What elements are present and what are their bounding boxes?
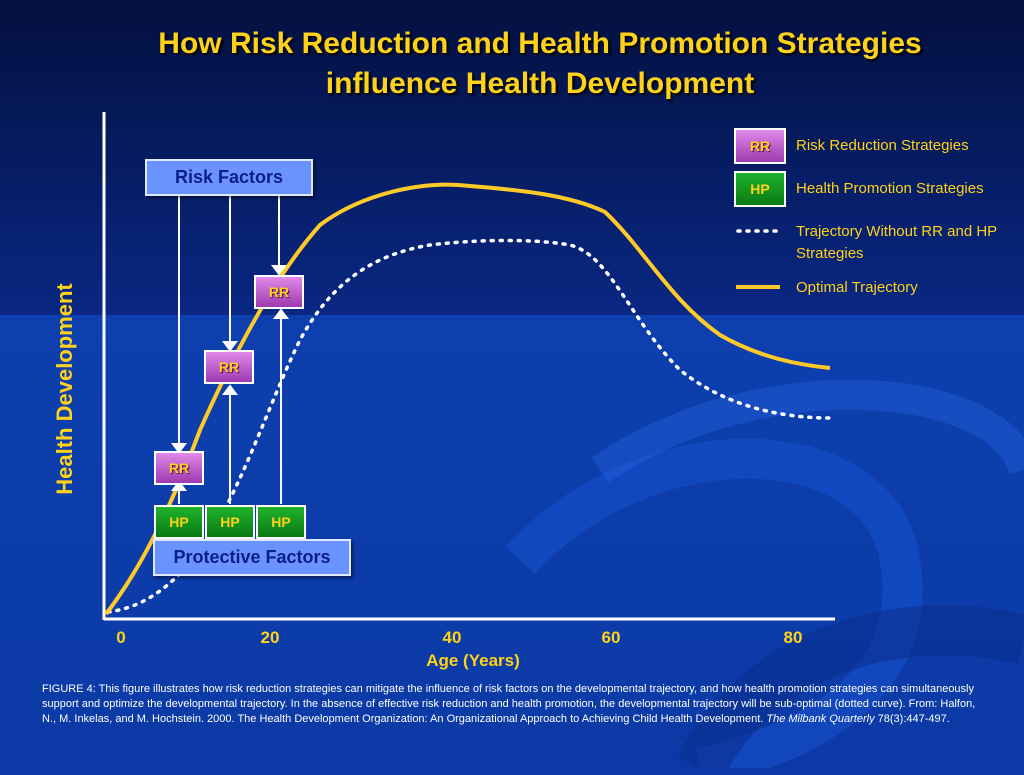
dotted-trajectory-curve xyxy=(106,238,832,614)
hp-box-1: HP xyxy=(154,505,204,539)
x-tick-0: 0 xyxy=(116,628,126,647)
x-tick-60: 60 xyxy=(601,628,621,647)
caption-citation: 78(3):447-497. xyxy=(874,713,950,725)
rr-box-2: RR xyxy=(204,350,254,384)
legend-dotted-label: Trajectory Without RR and HP Strategies xyxy=(796,223,997,262)
hp-box-2: HP xyxy=(205,505,255,539)
legend-hp-box: HP xyxy=(734,171,786,207)
protective-factors-box: Protective Factors xyxy=(153,539,351,576)
caption-journal: The Milbank Quarterly xyxy=(766,713,875,725)
figure-caption: FIGURE 4: This figure illustrates how ri… xyxy=(42,682,992,727)
slide-title: How Risk Reduction and Health Promotion … xyxy=(60,24,1020,104)
optimal-trajectory-curve xyxy=(104,182,831,616)
risk-factors-box: Risk Factors xyxy=(145,159,313,196)
title-line-1: How Risk Reduction and Health Promotion … xyxy=(158,27,922,60)
legend-rr-label: Risk Reduction Strategies xyxy=(796,137,969,154)
hp-box-3: HP xyxy=(256,505,306,539)
x-tick-20: 20 xyxy=(260,628,280,647)
protective-arrows xyxy=(171,308,289,504)
rr-box-1: RR xyxy=(154,451,204,485)
risk-arrows xyxy=(171,196,287,454)
x-axis-label: Age (Years) xyxy=(426,651,520,670)
legend-rr-box: RR xyxy=(734,128,786,164)
title-line-2: influence Health Development xyxy=(325,67,755,100)
legend-solid-label: Optimal Trajectory xyxy=(796,279,918,296)
x-tick-80: 80 xyxy=(783,628,803,647)
rr-box-3: RR xyxy=(254,275,304,309)
y-axis-label: Health Development xyxy=(52,283,77,495)
caption-text: FIGURE 4: This figure illustrates how ri… xyxy=(42,683,976,725)
x-tick-40: 40 xyxy=(442,628,462,647)
legend-hp-label: Health Promotion Strategies xyxy=(796,180,984,197)
